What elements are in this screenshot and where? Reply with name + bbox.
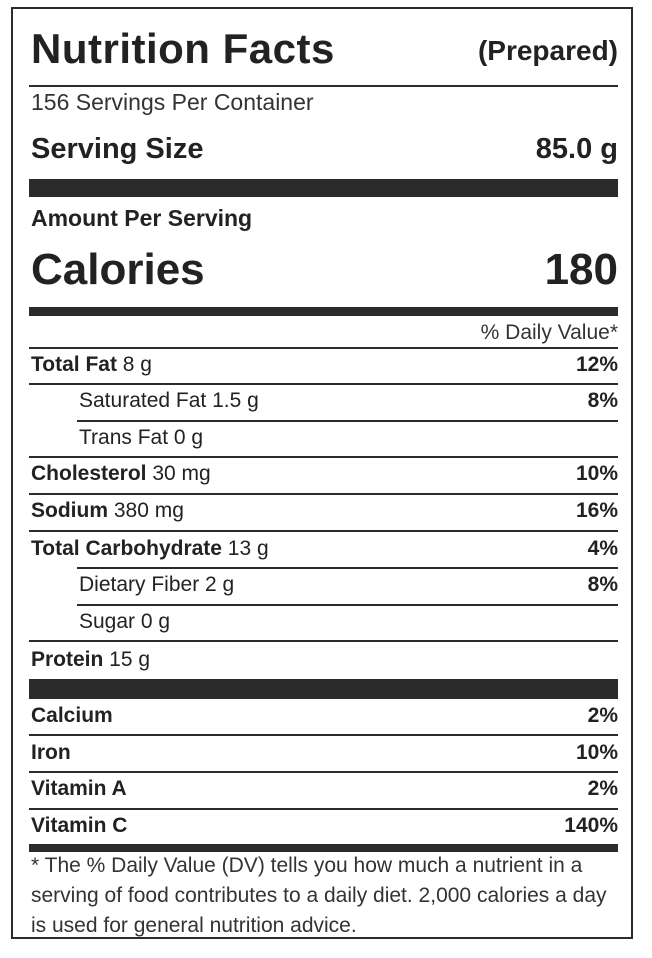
- nutrient-row-total-fat: Total Fat 8 g 12%: [29, 347, 618, 383]
- divider: [29, 383, 618, 385]
- divider: [29, 808, 618, 810]
- nutrient-name: Total Carbohydrate 13 g: [31, 531, 269, 567]
- nutrient-label: Trans Fat: [79, 426, 169, 449]
- vitamin-name: Calcium: [31, 698, 113, 734]
- vitamin-dv: 140%: [564, 814, 618, 837]
- nutrient-name: Sugar 0 g: [79, 604, 170, 640]
- nutrient-label: Total Fat: [31, 353, 117, 376]
- nutrient-amount: 1.5 g: [206, 389, 259, 412]
- nutrient-amount: 8 g: [116, 353, 152, 376]
- vitamin-label: Vitamin A: [31, 777, 127, 800]
- label-title: Nutrition Facts: [31, 25, 335, 72]
- vitamin-row-iron: Iron 10%: [29, 735, 618, 771]
- nutrient-label: Dietary Fiber: [79, 573, 200, 596]
- divider: [29, 640, 618, 642]
- nutrient-row-saturated-fat: Saturated Fat 1.5 g 8%: [29, 383, 618, 419]
- nutrient-label: Total Carbohydrate: [31, 537, 222, 560]
- nutrient-name: Total Fat 8 g: [31, 347, 152, 383]
- serving-size-row: Serving Size 85.0 g: [29, 133, 618, 167]
- title-row: Nutrition Facts (Prepared): [29, 25, 618, 85]
- thick-divider: [29, 179, 618, 197]
- calories-label: Calories: [31, 245, 205, 294]
- nutrient-row-sodium: Sodium 380 mg 16%: [29, 493, 618, 529]
- servings-per-container: 156 Servings Per Container: [31, 89, 314, 115]
- serving-size-value: 85.0 g: [535, 133, 618, 165]
- label-subtitle: (Prepared): [477, 35, 618, 66]
- nutrient-amount: 2 g: [199, 573, 235, 596]
- vitamin-row-calcium: Calcium 2%: [29, 698, 618, 734]
- nutrient-row-total-carbohydrate: Total Carbohydrate 13 g 4%: [29, 531, 618, 567]
- nutrient-dv: 12%: [575, 353, 618, 376]
- nutrient-dv: 4%: [587, 537, 618, 560]
- divider: [29, 530, 618, 532]
- nutrient-label: Protein: [31, 648, 104, 671]
- vitamin-label: Calcium: [31, 704, 113, 727]
- divider: [29, 456, 618, 458]
- daily-value-footnote: * The % Daily Value (DV) tells you how m…: [31, 854, 607, 937]
- nutrient-row-trans-fat: Trans Fat 0 g: [29, 420, 618, 456]
- divider: [77, 604, 618, 606]
- vitamin-dv: 10%: [575, 741, 618, 764]
- nutrient-name: Protein 15 g: [31, 642, 150, 678]
- vitamin-label: Vitamin C: [31, 814, 128, 837]
- divider: [29, 85, 618, 87]
- nutrient-row-cholesterol: Cholesterol 30 mg 10%: [29, 456, 618, 492]
- thick-divider: [29, 679, 618, 699]
- nutrient-amount: 13 g: [221, 537, 269, 560]
- vitamin-name: Iron: [31, 735, 71, 771]
- nutrient-amount: 380 mg: [108, 499, 184, 522]
- nutrition-label: Nutrition Facts (Prepared) 156 Servings …: [11, 7, 633, 939]
- nutrient-row-dietary-fiber: Dietary Fiber 2 g 8%: [29, 567, 618, 603]
- nutrient-dv: 8%: [587, 389, 618, 412]
- nutrient-label: Sodium: [31, 499, 108, 522]
- nutrient-row-protein: Protein 15 g: [29, 642, 618, 678]
- nutrient-name: Trans Fat 0 g: [79, 420, 203, 456]
- nutrient-name: Cholesterol 30 mg: [31, 456, 211, 492]
- nutrient-label: Sugar: [79, 610, 136, 633]
- divider: [77, 567, 618, 569]
- nutrient-name: Saturated Fat 1.5 g: [79, 383, 259, 419]
- divider: [29, 347, 618, 349]
- medium-divider: [29, 844, 618, 852]
- nutrient-amount: 0 g: [168, 426, 204, 449]
- amount-per-serving: Amount Per Serving: [31, 205, 253, 231]
- divider: [29, 771, 618, 773]
- serving-size-label: Serving Size: [31, 133, 204, 165]
- vitamin-dv: 2%: [587, 704, 618, 727]
- vitamin-name: Vitamin C: [31, 808, 127, 844]
- vitamin-dv: 2%: [587, 777, 618, 800]
- nutrient-dv: 8%: [587, 573, 618, 596]
- nutrient-dv: 16%: [575, 499, 618, 522]
- divider: [29, 734, 618, 736]
- divider: [29, 493, 618, 495]
- calories-row: Calories 180: [29, 245, 618, 301]
- nutrient-amount: 15 g: [103, 648, 151, 671]
- vitamin-name: Vitamin A: [31, 771, 127, 807]
- medium-divider: [29, 307, 618, 316]
- divider: [77, 420, 618, 422]
- calories-value: 180: [544, 245, 618, 294]
- vitamin-row-vitamin-c: Vitamin C 140%: [29, 808, 618, 844]
- nutrient-dv: 10%: [575, 462, 618, 485]
- daily-value-header: % Daily Value*: [480, 321, 618, 344]
- nutrient-name: Sodium 380 mg: [31, 493, 184, 529]
- nutrient-label: Cholesterol: [31, 462, 147, 485]
- nutrient-amount: 0 g: [135, 610, 171, 633]
- nutrient-name: Dietary Fiber 2 g: [79, 567, 234, 603]
- vitamin-row-vitamin-a: Vitamin A 2%: [29, 771, 618, 807]
- nutrient-label: Saturated Fat: [79, 389, 207, 412]
- nutrient-amount: 30 mg: [146, 462, 211, 485]
- vitamin-label: Iron: [31, 741, 71, 764]
- nutrient-row-sugar: Sugar 0 g: [29, 604, 618, 640]
